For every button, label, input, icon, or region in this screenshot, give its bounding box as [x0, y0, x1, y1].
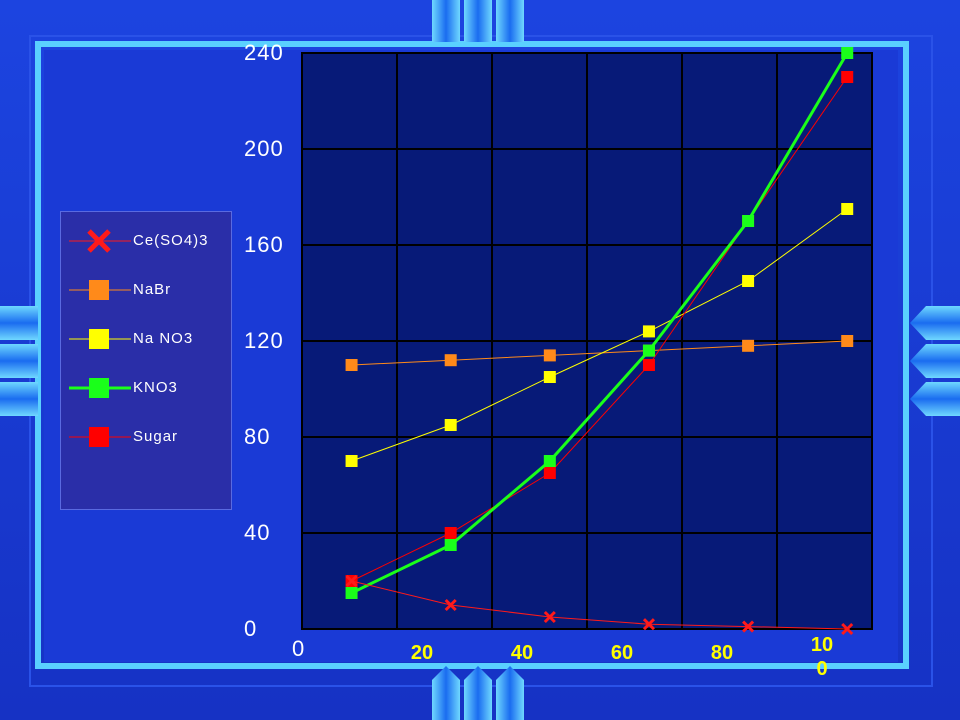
data-point-na-no3	[543, 371, 556, 383]
data-point-sugar	[841, 71, 854, 83]
y-tick-label: 40	[244, 520, 271, 545]
data-point-nabr	[543, 349, 556, 362]
data-point-ce-so4-3	[345, 574, 358, 588]
data-point-na-no3	[841, 203, 854, 215]
data-point-na-no3	[742, 275, 755, 287]
data-point-ce-so4-3	[543, 610, 556, 624]
series-line-nabr	[351, 340, 848, 366]
x-tick-label: 60	[610, 642, 634, 664]
gridlines	[302, 53, 872, 629]
data-point-sugar	[642, 359, 655, 371]
data-point-kno3	[345, 587, 358, 599]
data-point-kno3	[742, 215, 755, 227]
y-tick-label: 0	[244, 616, 258, 641]
data-point-nabr	[742, 339, 755, 352]
y-tick-label: 80	[244, 424, 271, 449]
data-point-kno3	[543, 455, 556, 467]
data-point-ce-so4-3	[444, 598, 457, 612]
data-point-nabr	[444, 354, 457, 367]
x-tick-label: 80	[710, 642, 734, 664]
y-tick-label: 160	[244, 232, 284, 257]
y-tick-label: 200	[244, 136, 284, 161]
data-point-ce-so4-3	[642, 618, 656, 631]
legend-item-nabr: NaBr	[61, 275, 233, 305]
legend-label: NaBr	[133, 281, 172, 298]
data-point-kno3	[642, 344, 655, 357]
data-point-na-no3	[642, 325, 655, 338]
data-point-kno3	[841, 47, 854, 59]
series-line-kno3	[350, 52, 849, 595]
series-line-ce-so4-3	[351, 580, 848, 630]
data-point-sugar	[444, 527, 457, 539]
legend-label: KNO3	[133, 379, 178, 396]
legend-swatch	[69, 427, 131, 447]
legend-item-ce-so4-3: Ce(SO4)3	[61, 226, 233, 256]
legend-label: Ce(SO4)3	[133, 232, 209, 249]
series-line-na-no3	[351, 208, 848, 462]
x-tick-label: 0	[292, 636, 305, 661]
y-tick-label: 240	[244, 40, 284, 65]
data-point-kno3	[444, 539, 457, 551]
x-tick-label: 40	[510, 642, 534, 664]
data-point-na-no3	[345, 455, 358, 467]
legend-item-na-no3: Na NO3	[61, 324, 233, 354]
data-point-sugar	[543, 467, 556, 479]
y-tick-label: 120	[244, 328, 284, 353]
legend-label: Na NO3	[133, 330, 194, 347]
legend-swatch	[69, 229, 131, 253]
legend: Ce(SO4)3 NaBr Na NO3 KNO3 Sugar	[60, 211, 232, 510]
data-point-nabr	[841, 335, 854, 347]
data-point-ce-so4-3	[841, 622, 854, 636]
series-layer	[345, 47, 854, 636]
legend-swatch	[69, 378, 131, 398]
legend-item-sugar: Sugar	[61, 422, 233, 452]
series-line-sugar	[351, 76, 848, 582]
x-tick-label: 10 0	[810, 634, 834, 680]
x-tick-label: 20	[410, 642, 434, 664]
legend-label: Sugar	[133, 428, 179, 445]
legend-item-kno3: KNO3	[61, 373, 233, 403]
data-point-nabr	[345, 359, 358, 371]
legend-swatch	[69, 329, 131, 349]
data-point-na-no3	[444, 419, 457, 431]
data-point-ce-so4-3	[742, 620, 755, 633]
legend-swatch	[69, 280, 131, 300]
